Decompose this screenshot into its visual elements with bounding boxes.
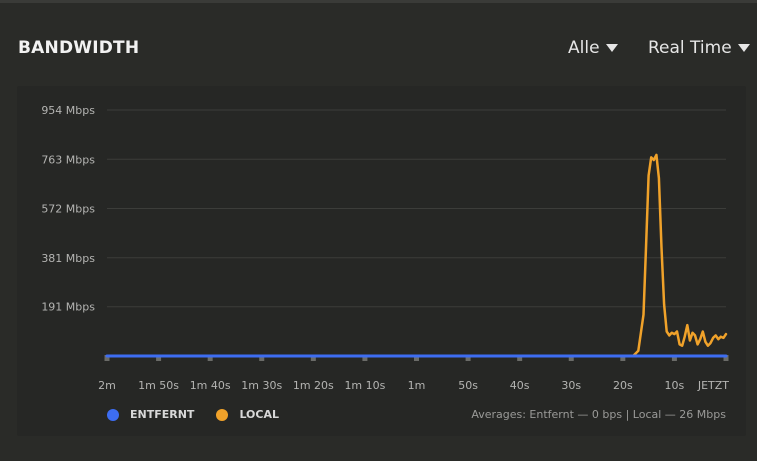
filter-dropdown-label: Alle (568, 38, 600, 58)
filter-dropdown[interactable]: Alle (568, 38, 618, 58)
averages-summary: Averages: Entfernt — 0 bps | Local — 26 … (471, 408, 726, 421)
x-tick-label: 1m 10s (344, 379, 385, 392)
x-tick-label: 20s (613, 379, 633, 392)
time-range-dropdown[interactable]: Real Time (648, 38, 750, 58)
x-tick-mark (259, 355, 265, 361)
legend-item-remote[interactable]: ENTFERNT (107, 408, 194, 421)
y-tick-label: 381 Mbps (41, 252, 95, 265)
page-title: BANDWIDTH (18, 38, 140, 58)
time-range-dropdown-label: Real Time (648, 38, 732, 58)
x-tick-mark (156, 355, 162, 361)
x-tick-label: 1m (408, 379, 426, 392)
x-tick-label: JETZT (697, 379, 729, 392)
bandwidth-chart: 954 Mbps 763 Mbps 572 Mbps 381 Mbps 191 Mbps… (41, 104, 729, 392)
y-tick-label: 191 Mbps (41, 301, 95, 314)
y-tick-label: 572 Mbps (41, 203, 95, 216)
x-tick-mark (671, 355, 677, 361)
caret-down-icon (737, 44, 750, 52)
x-tick-label: 2m (98, 379, 116, 392)
y-tick-label: 763 Mbps (41, 153, 95, 166)
x-tick-label: 50s (458, 379, 478, 392)
legend-label-remote: ENTFERNT (130, 408, 195, 421)
x-tick-mark (568, 355, 574, 361)
x-tick-mark (207, 355, 213, 361)
legend-dot-remote (107, 408, 119, 421)
x-tick-label: 30s (561, 379, 581, 392)
chart-legend: ENTFERNT LOCAL (107, 408, 301, 421)
x-tick-mark (104, 355, 110, 361)
x-tick-mark (362, 355, 368, 361)
x-tick-mark (414, 355, 419, 361)
x-tick-mark (620, 355, 626, 361)
top-divider (0, 0, 757, 3)
legend-item-local[interactable]: LOCAL (216, 408, 279, 421)
x-tick-mark (310, 355, 316, 361)
x-tick-label: 40s (510, 379, 530, 392)
y-tick-label: 954 Mbps (41, 104, 95, 117)
x-tick-label: 1m 30s (241, 379, 282, 392)
x-tick-label: 1m 50s (138, 379, 179, 392)
x-tick-label: 1m 20s (293, 379, 334, 392)
bandwidth-chart-panel: 954 Mbps 763 Mbps 572 Mbps 381 Mbps 191 Mbps… (17, 86, 746, 436)
series-line-local (105, 153, 728, 358)
legend-label-local: LOCAL (239, 408, 280, 421)
x-tick-mark (465, 355, 471, 361)
caret-down-icon (605, 44, 618, 52)
x-tick-mark (723, 355, 729, 361)
x-tick-label: 10s (665, 379, 685, 392)
x-tick-mark (517, 355, 523, 361)
legend-dot-local (216, 408, 229, 421)
x-tick-label: 1m 40s (190, 379, 231, 392)
